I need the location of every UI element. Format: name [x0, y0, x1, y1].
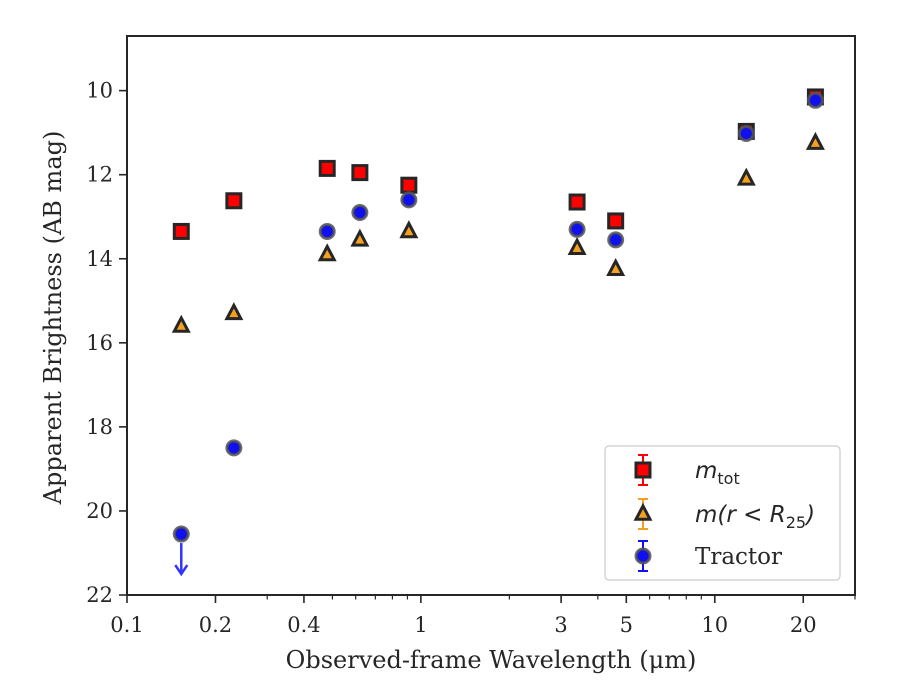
y-tick-label: 20 — [86, 499, 113, 523]
x-tick-label: 20 — [790, 613, 817, 637]
x-tick-label: 0.2 — [199, 613, 232, 637]
point-mtot — [318, 159, 336, 177]
point-mr25 — [171, 314, 191, 333]
point-mr25 — [736, 167, 756, 186]
point-tractor — [806, 91, 824, 109]
y-tick-label: 22 — [86, 583, 113, 607]
point-mtot — [568, 193, 586, 211]
x-tick-label: 0.1 — [110, 613, 143, 637]
point-mr25 — [350, 228, 370, 247]
y-tick-label: 10 — [86, 79, 113, 103]
point-mr25 — [606, 257, 626, 277]
point-tractor — [400, 191, 418, 209]
point-mtot — [225, 192, 243, 210]
y-axis-ticks: 10 12 14 16 18 20 22 — [86, 79, 127, 607]
y-tick-label: 14 — [86, 247, 113, 271]
legend-marker — [633, 502, 653, 521]
y-tick-label: 16 — [86, 331, 113, 355]
legend-box — [604, 445, 841, 581]
point-mr25 — [567, 236, 587, 256]
y-axis-label: Apparent Brightness (AB mag) — [39, 131, 67, 506]
y-tick-label: 12 — [86, 163, 113, 187]
x-axis-ticks: 0.1 0.2 0.4 1 3 5 10 20 — [110, 595, 856, 637]
series-mtot — [172, 88, 824, 240]
upper-limit-arrow-head — [174, 564, 189, 577]
point-tractor — [568, 220, 586, 238]
x-tick-label: 5 — [620, 613, 633, 637]
point-tractor — [172, 525, 190, 543]
plot-frame — [126, 35, 856, 596]
point-tractor — [737, 125, 755, 143]
x-tick-label: 3 — [554, 613, 567, 637]
point-tractor — [225, 439, 243, 457]
legend-label: m(r < R25) — [695, 502, 815, 532]
point-mr25 — [805, 131, 825, 150]
legend-marker — [634, 461, 652, 479]
legend-label: Tractor — [695, 544, 782, 570]
x-axis-label: Observed-frame Wavelength (μm) — [286, 646, 697, 674]
point-mr25 — [317, 243, 337, 262]
point-mtot — [400, 176, 418, 194]
point-tractor — [351, 204, 369, 222]
x-tick-label: 10 — [701, 613, 728, 637]
point-mtot — [172, 222, 190, 240]
point-mtot — [351, 164, 369, 182]
legend-marker — [634, 547, 652, 565]
legend-label: mtot — [695, 458, 740, 488]
point-tractor — [607, 231, 625, 249]
y-tick-label: 18 — [86, 415, 113, 439]
series-mr25 — [171, 131, 825, 333]
data-marks — [171, 88, 825, 577]
x-tick-label: 1 — [414, 613, 427, 637]
legend: mtot m(r < R25) Tractor — [604, 445, 841, 581]
x-tick-label: 0.4 — [287, 613, 320, 637]
point-mr25 — [224, 302, 244, 321]
point-mr25 — [399, 220, 419, 239]
series-tractor — [172, 91, 824, 577]
point-mtot — [607, 212, 625, 230]
point-tractor — [318, 222, 336, 240]
